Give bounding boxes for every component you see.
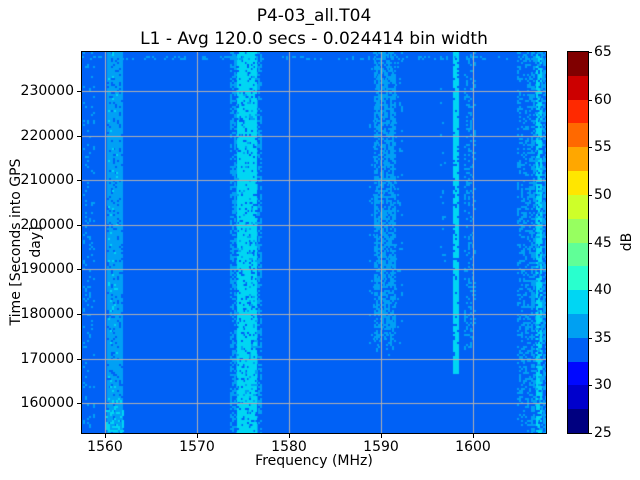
- colorbar-tick-label: 30: [594, 377, 612, 393]
- colorbar-label: dB: [619, 232, 635, 252]
- y-tick-label: 170000: [20, 351, 74, 367]
- colorbar-tick-mark: [588, 243, 592, 244]
- y-tick-mark: [77, 136, 81, 137]
- colorbar-tick-label: 60: [594, 92, 612, 108]
- y-tick-mark: [77, 225, 81, 226]
- colorbar-segment: [568, 361, 588, 386]
- colorbar-tick-label: 45: [594, 235, 612, 251]
- x-tick-mark: [381, 434, 382, 438]
- colorbar-tick-label: 40: [594, 282, 612, 298]
- x-tick-mark: [197, 434, 198, 438]
- y-tick-mark: [77, 269, 81, 270]
- y-tick-mark: [77, 314, 81, 315]
- colorbar-segment: [568, 171, 588, 195]
- colorbar-tick-mark: [588, 147, 592, 148]
- colorbar-tick-label: 25: [594, 425, 612, 441]
- colorbar-gradient: [568, 52, 588, 433]
- spectrogram-heatmap: [82, 52, 546, 433]
- axes-title: L1 - Avg 120.0 secs - 0.024414 bin width: [140, 29, 488, 49]
- y-tick-label: 210000: [20, 172, 74, 188]
- colorbar-tick-mark: [588, 290, 592, 291]
- y-tick-label: 190000: [20, 261, 74, 277]
- colorbar-segment: [568, 75, 588, 100]
- colorbar-tick-mark: [588, 100, 592, 101]
- colorbar-tick-mark: [588, 385, 592, 386]
- colorbar-segment: [568, 290, 588, 314]
- x-tick-mark: [473, 434, 474, 438]
- y-tick-label: 200000: [20, 217, 74, 233]
- colorbar-segment: [568, 123, 588, 148]
- x-tick-mark: [289, 434, 290, 438]
- colorbar-tick-label: 50: [594, 187, 612, 203]
- x-axis-label: Frequency (MHz): [255, 453, 373, 469]
- x-tick-label: 1590: [363, 439, 399, 455]
- y-tick-mark: [77, 359, 81, 360]
- colorbar-segment: [568, 337, 588, 362]
- x-tick-label: 1580: [271, 439, 307, 455]
- colorbar-tick-mark: [588, 52, 592, 53]
- y-tick-label: 160000: [20, 395, 74, 411]
- x-tick-label: 1570: [179, 439, 215, 455]
- colorbar-segment: [568, 52, 588, 76]
- plot-area: [81, 51, 547, 434]
- figure-title: P4-03_all.T04: [256, 6, 372, 26]
- colorbar-segment: [568, 266, 588, 291]
- colorbar-segment: [568, 385, 588, 410]
- colorbar-tick-mark: [588, 338, 592, 339]
- colorbar-tick-label: 35: [594, 330, 612, 346]
- x-tick-label: 1600: [455, 439, 491, 455]
- colorbar-tick-label: 65: [594, 44, 612, 60]
- colorbar-tick-mark: [588, 195, 592, 196]
- colorbar-tick-mark: [588, 433, 592, 434]
- x-tick-mark: [105, 434, 106, 438]
- y-tick-label: 180000: [20, 306, 74, 322]
- colorbar-segment: [568, 147, 588, 172]
- colorbar-segment: [568, 409, 588, 433]
- colorbar-segment: [568, 194, 588, 219]
- y-tick-mark: [77, 403, 81, 404]
- colorbar-tick-label: 55: [594, 139, 612, 155]
- y-tick-label: 220000: [20, 128, 74, 144]
- y-tick-mark: [77, 91, 81, 92]
- y-tick-mark: [77, 180, 81, 181]
- colorbar-segment: [568, 218, 588, 243]
- x-tick-label: 1560: [87, 439, 123, 455]
- y-tick-label: 230000: [20, 83, 74, 99]
- colorbar: [567, 51, 589, 434]
- colorbar-segment: [568, 99, 588, 124]
- colorbar-segment: [568, 242, 588, 267]
- colorbar-segment: [568, 313, 588, 338]
